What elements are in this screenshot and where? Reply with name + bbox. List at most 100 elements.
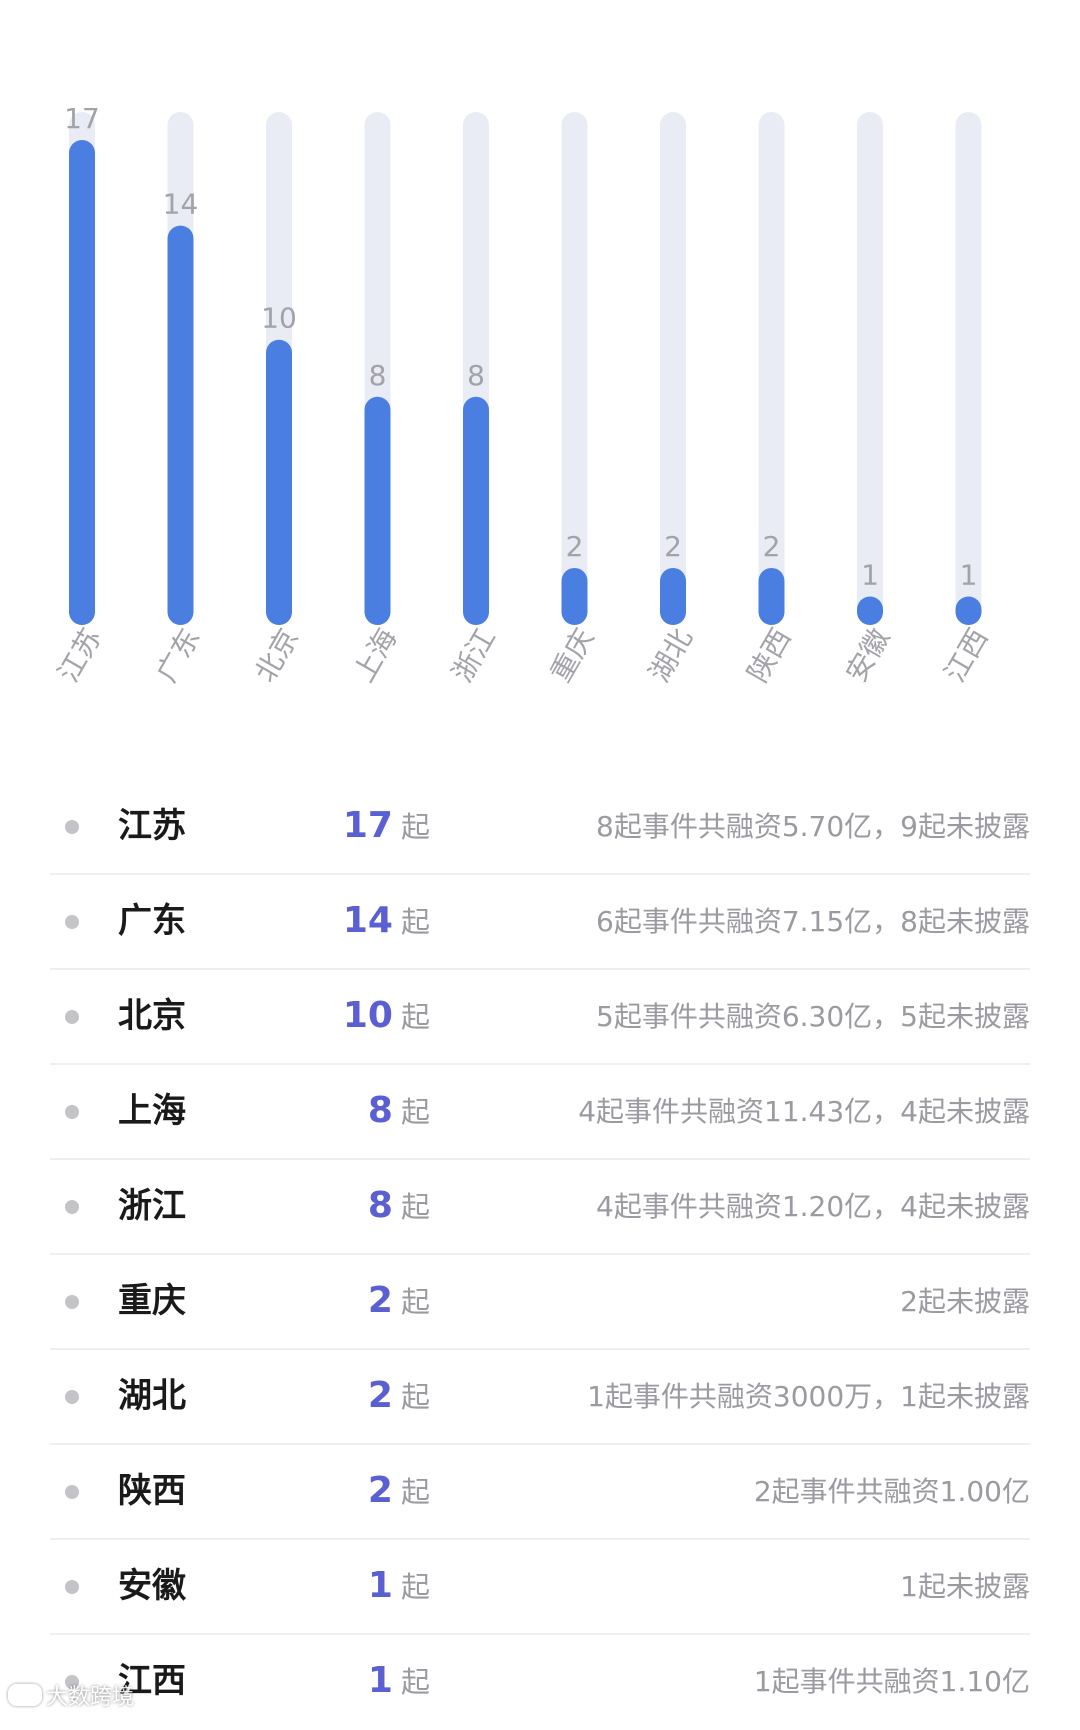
value-label: 2 (763, 530, 781, 563)
value-label: 2 (664, 530, 682, 563)
count-unit: 起 (400, 1570, 430, 1604)
count-value: 2 (367, 1375, 393, 1416)
bullet-dot (65, 1200, 79, 1214)
value-label: 17 (64, 102, 100, 135)
bullet-dot (65, 1485, 79, 1499)
bullet-dot (65, 1390, 79, 1404)
bullet-dot (65, 1295, 79, 1309)
event-count: 17 起 (343, 804, 430, 854)
bar-track (857, 112, 883, 625)
bar (364, 396, 391, 625)
funding-detail: 1起未披露 (900, 1570, 1030, 1603)
count-unit: 起 (400, 1380, 430, 1414)
bar (69, 140, 95, 625)
region-name: 重庆 (118, 1281, 186, 1321)
funding-detail: 6起事件共融资7.15亿，8起未披露 (596, 905, 1030, 938)
bar (266, 339, 292, 625)
list-item: 江苏 17 起 8起事件共融资5.70亿，9起未披露 (50, 780, 1030, 875)
bar (955, 596, 982, 625)
count-unit: 起 (400, 810, 430, 844)
event-count: 14 起 (343, 899, 430, 949)
count-unit: 起 (400, 1285, 430, 1319)
bar (167, 225, 194, 625)
count-unit: 起 (400, 1095, 430, 1129)
funding-detail: 2起未披露 (900, 1285, 1030, 1318)
watermark: 大数跨境 (8, 1679, 134, 1711)
count-value: 1 (367, 1660, 393, 1701)
value-label: 8 (369, 359, 387, 392)
value-label: 8 (467, 359, 485, 392)
region-name: 安徽 (118, 1566, 186, 1606)
region-name: 湖北 (118, 1376, 186, 1416)
bar-track (561, 112, 588, 625)
bar-track (758, 112, 785, 625)
list-item: 北京 10 起 5起事件共融资6.30亿，5起未披露 (50, 970, 1030, 1065)
bar-chart: 17 江苏 14 广东 10 北京 8 上海 8 浙江 2 重庆 2 湖北 2 陕西 1 安徽 1 江西 (51, 102, 995, 688)
category-label: 广东 (150, 623, 207, 688)
bullet-dot (65, 915, 79, 929)
value-label: 14 (163, 188, 199, 221)
count-value: 14 (342, 900, 393, 941)
bullet-dot (65, 1010, 79, 1024)
region-list: 江苏 17 起 8起事件共融资5.70亿，9起未披露 广东 14 起 6起事件共融资… (50, 780, 1030, 1730)
value-label: 2 (566, 530, 584, 563)
count-value: 10 (342, 995, 393, 1036)
list-item: 广东 14 起 6起事件共融资7.15亿，8起未披露 (50, 875, 1030, 970)
funding-detail: 2起事件共融资1.00亿 (753, 1475, 1030, 1508)
bar (463, 396, 489, 625)
count-value: 1 (367, 1565, 393, 1606)
value-label: 10 (261, 302, 297, 335)
bar-track (955, 112, 982, 625)
funding-detail: 8起事件共融资5.70亿，9起未披露 (596, 810, 1030, 843)
count-unit: 起 (400, 1190, 430, 1224)
category-label: 浙江 (445, 623, 502, 688)
bar (561, 567, 588, 625)
funding-detail: 5起事件共融资6.30亿，5起未披露 (596, 1000, 1030, 1033)
logo-icon (8, 1684, 42, 1706)
watermark-text: 大数跨境 (46, 1685, 135, 1710)
category-label: 江苏 (51, 623, 108, 688)
count-unit: 起 (400, 1000, 430, 1034)
funding-detail: 1起事件共融资1.10亿 (753, 1665, 1030, 1698)
funding-detail: 1起事件共融资3000万，1起未披露 (587, 1380, 1030, 1413)
category-label: 江西 (938, 623, 995, 688)
count-value: 2 (367, 1280, 393, 1321)
region-name: 上海 (118, 1091, 186, 1131)
region-name: 浙江 (118, 1186, 186, 1226)
count-value: 8 (367, 1090, 393, 1131)
region-name: 江苏 (118, 806, 186, 846)
bar-track (660, 112, 686, 625)
category-label: 陕西 (741, 623, 798, 688)
region-name: 江西 (118, 1661, 186, 1701)
bullet-dot (65, 1580, 79, 1594)
category-label: 北京 (248, 623, 305, 688)
value-label: 1 (861, 558, 879, 591)
count-unit: 起 (400, 905, 430, 939)
bar (857, 596, 883, 625)
category-label: 湖北 (642, 623, 699, 688)
region-name: 北京 (118, 996, 186, 1036)
value-label: 1 (960, 558, 978, 591)
funding-detail: 4起事件共融资11.43亿，4起未披露 (578, 1095, 1030, 1128)
region-name: 陕西 (118, 1471, 186, 1511)
bar (758, 567, 785, 625)
event-count: 10 起 (343, 994, 430, 1044)
region-name: 广东 (118, 901, 186, 941)
count-value: 2 (367, 1470, 393, 1511)
count-unit: 起 (400, 1475, 430, 1509)
count-value: 17 (342, 805, 393, 846)
count-value: 8 (367, 1185, 393, 1226)
